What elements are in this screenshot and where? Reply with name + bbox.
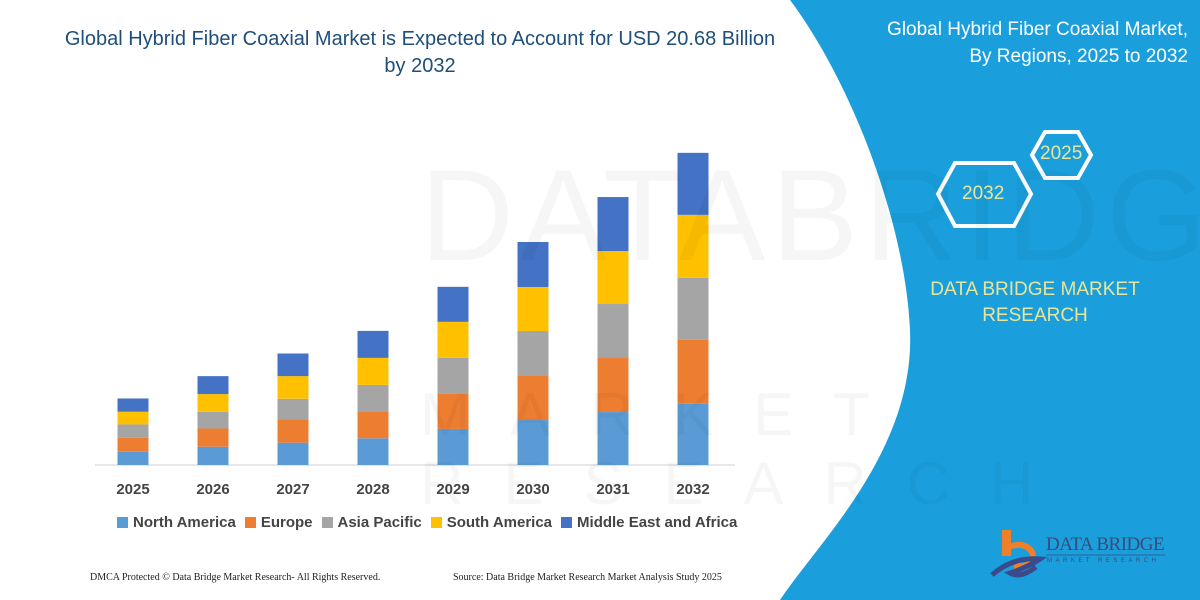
logo-name: DATA BRIDGE xyxy=(1046,534,1165,555)
side-panel xyxy=(780,0,1200,600)
bar-2026-middle-east-and-africa xyxy=(197,376,229,395)
bar-2031-south-america xyxy=(597,251,629,305)
bar-2029-south-america xyxy=(437,321,469,358)
bar-2030-north-america xyxy=(517,420,549,465)
bar-2025-south-america xyxy=(117,411,149,425)
x-tick-2025: 2025 xyxy=(116,481,149,498)
bar-2028-south-america xyxy=(357,357,389,385)
bar-2031-middle-east-and-africa xyxy=(597,197,629,252)
hexagon-2025 xyxy=(1029,130,1094,180)
bar-2027-north-america xyxy=(277,442,309,465)
watermark-subtext: MARKET RESEARCH xyxy=(420,380,1200,518)
x-tick-2027: 2027 xyxy=(276,481,309,498)
bar-2028-middle-east-and-africa xyxy=(357,330,389,358)
legend: North America Europe Asia Pacific South Ame… xyxy=(117,514,737,531)
bar-2028-europe xyxy=(357,411,389,439)
bar-2032-asia-pacific xyxy=(677,277,709,340)
bars-group xyxy=(117,152,709,465)
legend-swatch xyxy=(561,517,573,528)
bar-2032-north-america xyxy=(677,403,709,465)
bar-2030-middle-east-and-africa xyxy=(517,242,549,287)
data-bridge-logo-icon xyxy=(990,530,1048,578)
bar-2030-south-america xyxy=(517,286,549,332)
bar-2026-north-america xyxy=(197,446,229,465)
bar-2025-north-america xyxy=(117,451,149,465)
hex-label-2032: 2032 xyxy=(962,183,1005,204)
footer-source: Source: Data Bridge Market Research Mark… xyxy=(453,572,722,583)
bar-2029-north-america xyxy=(437,428,469,465)
bar-2030-europe xyxy=(517,375,549,421)
side-title-line1: Global Hybrid Fiber Coaxial Market, xyxy=(887,19,1188,40)
bar-2027-europe xyxy=(277,419,309,443)
legend-item: North America xyxy=(117,514,236,531)
bar-2031-europe xyxy=(597,358,629,413)
legend-label: South America xyxy=(446,514,553,531)
chart-title: Global Hybrid Fiber Coaxial Market is Ex… xyxy=(64,28,776,77)
x-tick-labels: 2025 2026 2027 2028 2029 2030 2031 2032 xyxy=(116,481,709,498)
bar-2032-middle-east-and-africa xyxy=(677,152,709,215)
bar-2027-south-america xyxy=(277,376,309,399)
bar-2025-middle-east-and-africa xyxy=(117,398,149,412)
brand-text: DATA BRIDGE MARKET RESEARCH xyxy=(915,277,1155,329)
bar-2025-europe xyxy=(117,437,149,452)
bar-2027-asia-pacific xyxy=(277,398,309,420)
side-title-line2: By Regions, 2025 to 2032 xyxy=(969,46,1188,67)
bar-2027-middle-east-and-africa xyxy=(277,353,309,377)
bar-2031-north-america xyxy=(597,412,629,465)
x-tick-2031: 2031 xyxy=(596,481,629,498)
legend-label: Middle East and Africa xyxy=(577,514,738,531)
x-tick-2029: 2029 xyxy=(436,481,469,498)
x-tick-2030: 2030 xyxy=(516,481,549,498)
legend-item: Middle East and Africa xyxy=(561,514,737,531)
legend-swatch xyxy=(117,517,128,528)
bar-2026-asia-pacific xyxy=(197,411,229,429)
bar-2026-south-america xyxy=(197,394,229,412)
legend-item: South America xyxy=(430,514,553,531)
bar-2030-asia-pacific xyxy=(517,331,549,376)
hexagon-2032 xyxy=(935,161,1034,228)
legend-label: North America xyxy=(133,514,236,531)
bar-2032-europe xyxy=(677,339,709,404)
bar-2032-south-america xyxy=(677,214,709,278)
brand-line2: RESEARCH xyxy=(982,305,1088,326)
bar-2025-asia-pacific xyxy=(117,424,149,438)
brand-line1: DATA BRIDGE MARKET xyxy=(930,279,1140,300)
bar-2029-asia-pacific xyxy=(437,357,469,394)
x-tick-2028: 2028 xyxy=(356,481,389,498)
bar-2028-asia-pacific xyxy=(357,384,389,412)
x-tick-2032: 2032 xyxy=(676,481,709,498)
logo-subtitle: MARKET RESEARCH xyxy=(1047,558,1160,564)
legend-swatch xyxy=(430,517,442,528)
bar-2026-europe xyxy=(197,428,229,447)
hex-label-2025: 2025 xyxy=(1040,143,1083,164)
legend-item: Europe xyxy=(244,514,313,531)
side-panel-title: Global Hybrid Fiber Coaxial Market, By R… xyxy=(788,16,1188,70)
legend-item: Asia Pacific xyxy=(321,514,422,531)
bar-2029-europe xyxy=(437,393,469,429)
legend-label: Europe xyxy=(260,514,313,531)
bar-2028-north-america xyxy=(357,438,389,465)
bar-2031-asia-pacific xyxy=(597,304,629,359)
x-tick-2026: 2026 xyxy=(196,481,229,498)
bar-2029-middle-east-and-africa xyxy=(437,286,469,322)
legend-label: Asia Pacific xyxy=(337,514,422,531)
footer-copyright: DMCA Protected © Data Bridge Market Rese… xyxy=(90,572,381,583)
legend-swatch xyxy=(321,517,333,528)
legend-swatch xyxy=(244,517,256,528)
